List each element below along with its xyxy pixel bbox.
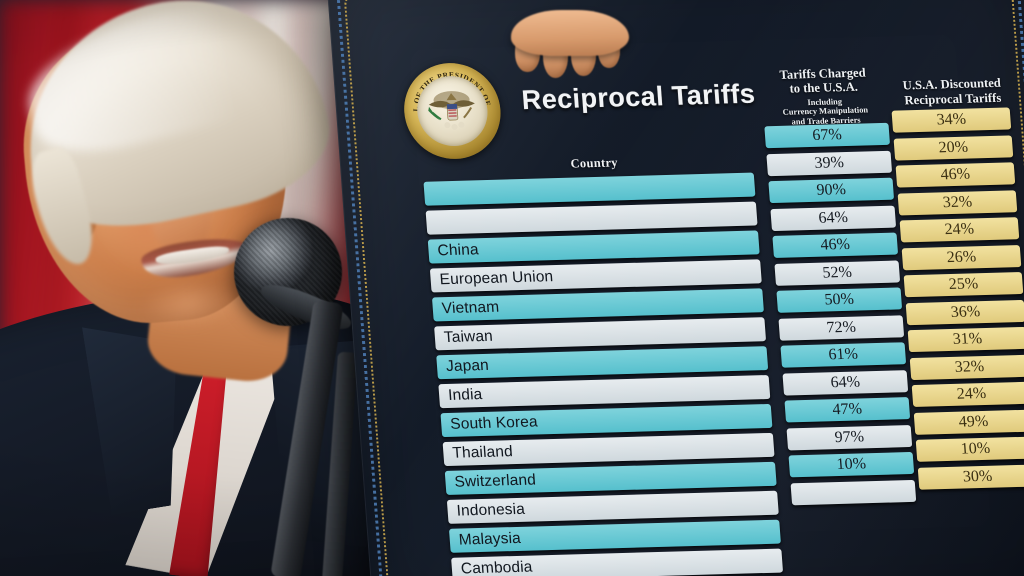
charged-tariff-value: 52%	[821, 263, 853, 282]
discounted-tariff-value: 25%	[948, 275, 979, 294]
charged-tariff-cell: 97%	[786, 424, 913, 450]
country-row: Vietnam	[431, 288, 764, 322]
tariff-chart-board: SEAL OF THE PRESIDENT OF THE UNITED STAT…	[326, 0, 1024, 576]
charged-tariff-cell: 90%	[768, 177, 895, 204]
discounted-tariff-cell: 30%	[917, 464, 1024, 490]
charged-tariff-cell: 50%	[776, 287, 903, 313]
country-row	[423, 172, 756, 206]
discounted-tariff-value: 49%	[958, 412, 989, 431]
country-row: European Union	[429, 259, 762, 293]
country-label: Vietnam	[441, 298, 500, 318]
charged-tariff-cell: 61%	[780, 342, 907, 368]
country-row: China	[427, 230, 760, 264]
discounted-tariff-cell: 24%	[899, 217, 1020, 243]
country-label: Cambodia	[460, 558, 534, 576]
discounted-tariff-value: 24%	[944, 220, 975, 239]
discounted-tariff-value: 20%	[938, 138, 969, 156]
discounted-tariff-cell: 32%	[909, 354, 1024, 380]
country-row: Cambodia	[451, 548, 784, 576]
country-label: European Union	[439, 268, 554, 289]
column-header-tariffs-charged: Tariffs Charged to the U.S.A. Including …	[760, 65, 888, 128]
charged-tariff-value: 90%	[815, 181, 847, 199]
country-row: Malaysia	[448, 519, 781, 553]
discounted-tariff-value: 34%	[936, 110, 967, 129]
charged-tariff-value: 47%	[831, 400, 863, 419]
charged-tariff-cell: 52%	[774, 259, 901, 286]
charged-tariff-cell: 47%	[784, 397, 911, 423]
country-row	[425, 201, 758, 235]
charged-tariff-value: 46%	[819, 235, 851, 254]
board-title: Reciprocal Tariffs	[520, 78, 757, 116]
discounted-tariff-value: 32%	[954, 357, 985, 376]
charged-tariff-cell: 46%	[772, 232, 899, 258]
charged-tariff-cell: 67%	[764, 122, 891, 149]
discounted-tariff-cell: 34%	[891, 107, 1012, 133]
charged-header-line2: to the U.S.A.	[789, 80, 859, 96]
discounted-tariff-cell: 26%	[901, 244, 1022, 270]
column-header-country: Country	[570, 155, 619, 171]
discounted-header-line2: Reciprocal Tariffs	[903, 90, 1002, 107]
charged-tariff-cell: 10%	[788, 451, 915, 478]
charged-tariff-value: 64%	[829, 372, 861, 391]
discounted-tariff-value: 46%	[940, 165, 971, 184]
tariffs-charged-column: 67% 39% 90% 64% 46% 52% 50% 72% 61% 64% 47% 97% 10%	[764, 122, 917, 510]
charged-tariff-value: 50%	[823, 290, 855, 309]
country-column: China European Union Vietnam Taiwan Japan Ind…	[423, 172, 784, 576]
discounted-tariff-cell: 32%	[897, 189, 1018, 215]
country-row: Thailand	[442, 432, 775, 467]
discounted-tariff-value: 30%	[962, 467, 993, 486]
discounted-tariff-cell: 31%	[907, 326, 1024, 353]
discounted-tariff-cell: 24%	[911, 381, 1024, 407]
discounted-tariff-value: 24%	[956, 384, 987, 403]
country-label: Taiwan	[443, 327, 494, 347]
eagle-icon	[428, 91, 475, 130]
discounted-tariff-value: 32%	[942, 192, 973, 211]
country-row: Taiwan	[434, 317, 767, 351]
country-row: Japan	[436, 346, 769, 380]
board-content: SEAL OF THE PRESIDENT OF THE UNITED STAT…	[363, 0, 1024, 576]
country-label: Switzerland	[453, 471, 537, 491]
charged-tariff-value: 72%	[825, 318, 857, 336]
country-row: Indonesia	[446, 490, 779, 524]
charged-tariff-cell: 72%	[778, 314, 905, 341]
charged-tariff-cell: 64%	[770, 205, 897, 231]
charged-tariff-cell	[790, 479, 917, 505]
presidential-seal-icon: SEAL OF THE PRESIDENT OF THE UNITED STAT…	[400, 61, 504, 161]
country-label: Malaysia	[458, 529, 522, 549]
country-label: South Korea	[449, 413, 539, 433]
charged-tariff-value: 67%	[811, 126, 843, 144]
discounted-tariff-cell: 46%	[895, 162, 1016, 188]
discounted-tariff-value: 10%	[960, 439, 991, 458]
seal-inner-disc	[414, 75, 490, 147]
discounted-tariff-cell: 10%	[915, 436, 1024, 462]
discounted-tariff-cell: 36%	[905, 299, 1024, 325]
charged-tariff-value: 64%	[817, 208, 849, 227]
discounted-tariff-cell: 49%	[913, 409, 1024, 435]
charged-tariff-cell: 64%	[782, 369, 909, 396]
country-row: South Korea	[440, 403, 773, 438]
country-row: India	[438, 375, 771, 409]
discounted-tariff-value: 31%	[952, 330, 983, 348]
discounted-tariff-cell: 25%	[903, 272, 1024, 298]
discounted-tariff-value: 26%	[946, 247, 977, 266]
country-label: China	[436, 241, 480, 260]
charged-tariff-value: 61%	[827, 345, 859, 364]
discounted-tariff-value: 36%	[950, 302, 981, 321]
country-label: Thailand	[451, 443, 514, 462]
charged-tariff-value: 39%	[813, 153, 845, 172]
hand-gripping-board	[505, 10, 635, 78]
charged-tariff-cell: 39%	[766, 150, 893, 176]
country-label: Japan	[445, 356, 490, 376]
country-row: Switzerland	[444, 461, 777, 495]
country-label: Indonesia	[456, 500, 526, 520]
discounted-tariff-cell: 20%	[893, 134, 1014, 161]
charged-tariff-value: 97%	[833, 427, 865, 446]
palm	[511, 10, 629, 56]
country-label: India	[447, 386, 483, 404]
column-header-discounted-tariffs: U.S.A. Discounted Reciprocal Tariffs	[889, 75, 1015, 108]
charged-tariff-value: 10%	[836, 455, 867, 474]
